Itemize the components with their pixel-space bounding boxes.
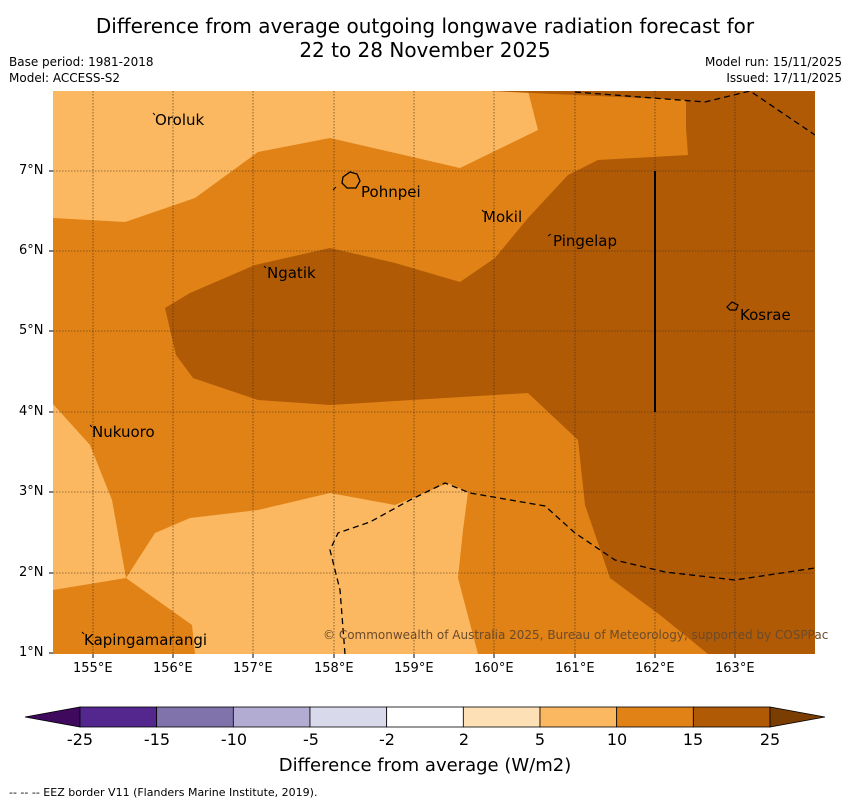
cbar-tick-10: 10	[606, 730, 628, 749]
place-mokil: Mokil	[483, 208, 523, 226]
eez-border	[329, 91, 815, 654]
model-name: Model: ACCESS-S2	[9, 71, 121, 85]
kosrae-outline	[726, 301, 739, 311]
issued-date: Issued: 17/11/2025	[726, 71, 842, 85]
place-ngatik: Ngatik	[267, 264, 316, 282]
cbar-swatch	[462, 706, 541, 728]
cbar-tick-5: 5	[534, 730, 546, 749]
cbar-swatch	[692, 706, 771, 728]
cbar-swatch	[309, 706, 388, 728]
cbar-swatch	[232, 706, 311, 728]
cbar-swatch	[79, 706, 158, 728]
cbar-swatch	[156, 706, 234, 728]
lon-label-157e: 157°E	[233, 661, 273, 676]
cbar-tick-minus10: -10	[220, 730, 248, 749]
cbar-tick-minus25: -25	[66, 730, 94, 749]
copyright-notice: © Commonwealth of Australia 2025, Bureau…	[323, 628, 829, 642]
lat-label-7n: 7°N	[19, 163, 44, 178]
eez-legend-note: -- -- -- EEZ border V11 (Flanders Marine…	[9, 786, 318, 799]
cbar-swatch	[539, 706, 618, 728]
cbar-tick-2: 2	[458, 730, 470, 749]
place-kosrae: Kosrae	[740, 306, 791, 324]
cbar-tick-minus2: -2	[379, 730, 395, 749]
band-15-25	[165, 91, 815, 654]
lon-label-161e: 161°E	[555, 661, 595, 676]
colorbar-ticks: -25 -15 -10 -5 -2 2 5 10 15 25	[0, 730, 850, 752]
lon-label-156e: 156°E	[153, 661, 193, 676]
band-5-10-south	[53, 404, 478, 654]
band-5-10-north	[53, 91, 538, 222]
olr-map	[49, 91, 815, 658]
lat-label-3n: 3°N	[19, 484, 44, 499]
place-pingelap: Pingelap	[553, 232, 618, 250]
cbar-tick-minus5: -5	[303, 730, 319, 749]
lat-label-1n: 1°N	[19, 645, 44, 660]
place-nukuoro: Nukuoro	[92, 423, 155, 441]
lon-label-163e: 163°E	[715, 661, 755, 676]
lon-label-155e: 155°E	[73, 661, 113, 676]
colorbar	[24, 706, 826, 728]
cbar-extend-high	[769, 706, 826, 728]
chart-title-line1: Difference from average outgoing longwav…	[95, 14, 755, 38]
base-period: Base period: 1981-2018	[9, 55, 154, 69]
cbar-tick-25: 25	[759, 730, 781, 749]
lon-label-160e: 160°E	[474, 661, 514, 676]
place-pohnpei: Pohnpei	[361, 183, 421, 201]
place-oroluk: Oroluk	[155, 111, 205, 129]
chart-title-line2: 22 to 28 November 2025	[299, 38, 551, 62]
colorbar-label: Difference from average (W/m2)	[278, 755, 572, 776]
axis-ticks	[49, 170, 736, 658]
model-run: Model run: 15/11/2025	[704, 55, 842, 69]
lon-label-159e: 159°E	[394, 661, 434, 676]
lat-label-4n: 4°N	[19, 404, 44, 419]
lat-label-5n: 5°N	[19, 323, 44, 338]
lat-label-6n: 6°N	[19, 243, 44, 258]
pohnpei-outline	[341, 171, 361, 189]
lon-label-158e: 158°E	[314, 661, 354, 676]
cbar-tick-15: 15	[682, 730, 704, 749]
cbar-tick-minus15: -15	[143, 730, 171, 749]
cbar-extend-low	[24, 706, 81, 728]
cbar-swatch	[386, 706, 464, 728]
lat-label-2n: 2°N	[19, 565, 44, 580]
cbar-swatch	[616, 706, 694, 728]
lon-label-162e: 162°E	[635, 661, 675, 676]
place-kapingamarangi: Kapingamarangi	[84, 631, 208, 649]
